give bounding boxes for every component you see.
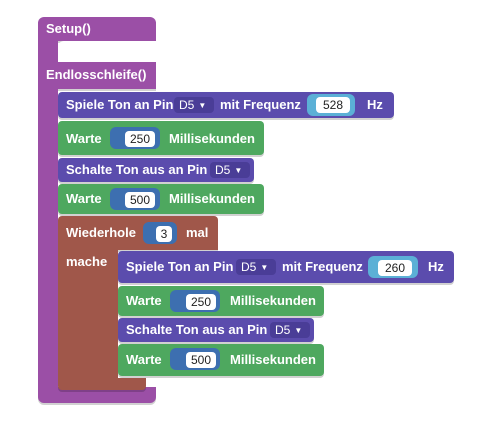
frequency-input[interactable]: 260	[378, 260, 412, 276]
frequency-input[interactable]: 528	[316, 97, 350, 113]
frequency-unit: Hz	[367, 97, 383, 112]
pin-dropdown[interactable]: D5 ▼	[236, 259, 276, 275]
setup-label: Setup()	[46, 21, 91, 36]
pin-dropdown[interactable]: D5 ▼	[210, 162, 250, 178]
wait-label: Warte	[126, 352, 162, 367]
repeat-suffix: mal	[186, 225, 209, 240]
pin-dropdown-value: D5	[241, 260, 257, 274]
wait-input[interactable]: 500	[125, 192, 155, 208]
wait-unit: Millisekunden	[230, 352, 316, 367]
dropdown-arrow-icon: ▼	[234, 166, 243, 175]
repeat-block[interactable]	[58, 216, 218, 250]
pin-dropdown[interactable]: D5 ▼	[174, 97, 214, 113]
play-tone-label: Spiele Ton an Pin	[66, 97, 174, 112]
setup-block[interactable]	[38, 17, 156, 41]
wait-unit: Millisekunden	[230, 293, 316, 308]
repeat-do-label: mache	[66, 254, 108, 269]
frequency-unit: Hz	[428, 259, 444, 274]
loop-block[interactable]	[38, 62, 156, 89]
wait-block[interactable]	[118, 344, 324, 376]
frequency-label: mit Frequenz	[220, 97, 301, 112]
frequency-label: mit Frequenz	[282, 259, 363, 274]
stop-tone-label: Schalte Ton aus an Pin	[66, 162, 208, 177]
dropdown-arrow-icon: ▼	[260, 263, 269, 272]
wait-input[interactable]: 500	[186, 352, 216, 368]
repeat-label: Wiederhole	[66, 225, 136, 240]
play-tone-label: Spiele Ton an Pin	[126, 259, 234, 274]
wait-label: Warte	[66, 131, 102, 146]
repeat-count-input[interactable]: 3	[156, 226, 172, 242]
wait-unit: Millisekunden	[169, 131, 255, 146]
pin-dropdown-value: D5	[179, 98, 195, 112]
wait-input[interactable]: 250	[186, 294, 216, 310]
setup-block-arm	[38, 41, 58, 65]
setup-empty-slot	[58, 41, 156, 65]
wait-input[interactable]: 250	[125, 131, 155, 147]
pin-dropdown-value: D5	[275, 323, 291, 337]
repeat-block-arm	[58, 250, 118, 380]
pin-dropdown[interactable]: D5 ▼	[270, 322, 310, 338]
pin-dropdown-value: D5	[215, 163, 231, 177]
dropdown-arrow-icon: ▼	[198, 101, 207, 110]
loop-label: Endlosschleife()	[46, 67, 147, 82]
wait-block[interactable]	[58, 121, 264, 155]
loop-block-footer	[38, 387, 156, 403]
stop-tone-label: Schalte Ton aus an Pin	[126, 322, 268, 337]
loop-block-arm	[38, 89, 58, 389]
repeat-block-footer	[58, 378, 146, 390]
wait-block[interactable]	[58, 184, 264, 214]
wait-block[interactable]	[118, 286, 324, 316]
wait-label: Warte	[66, 191, 102, 206]
wait-label: Warte	[126, 293, 162, 308]
dropdown-arrow-icon: ▼	[294, 326, 303, 335]
wait-unit: Millisekunden	[169, 191, 255, 206]
